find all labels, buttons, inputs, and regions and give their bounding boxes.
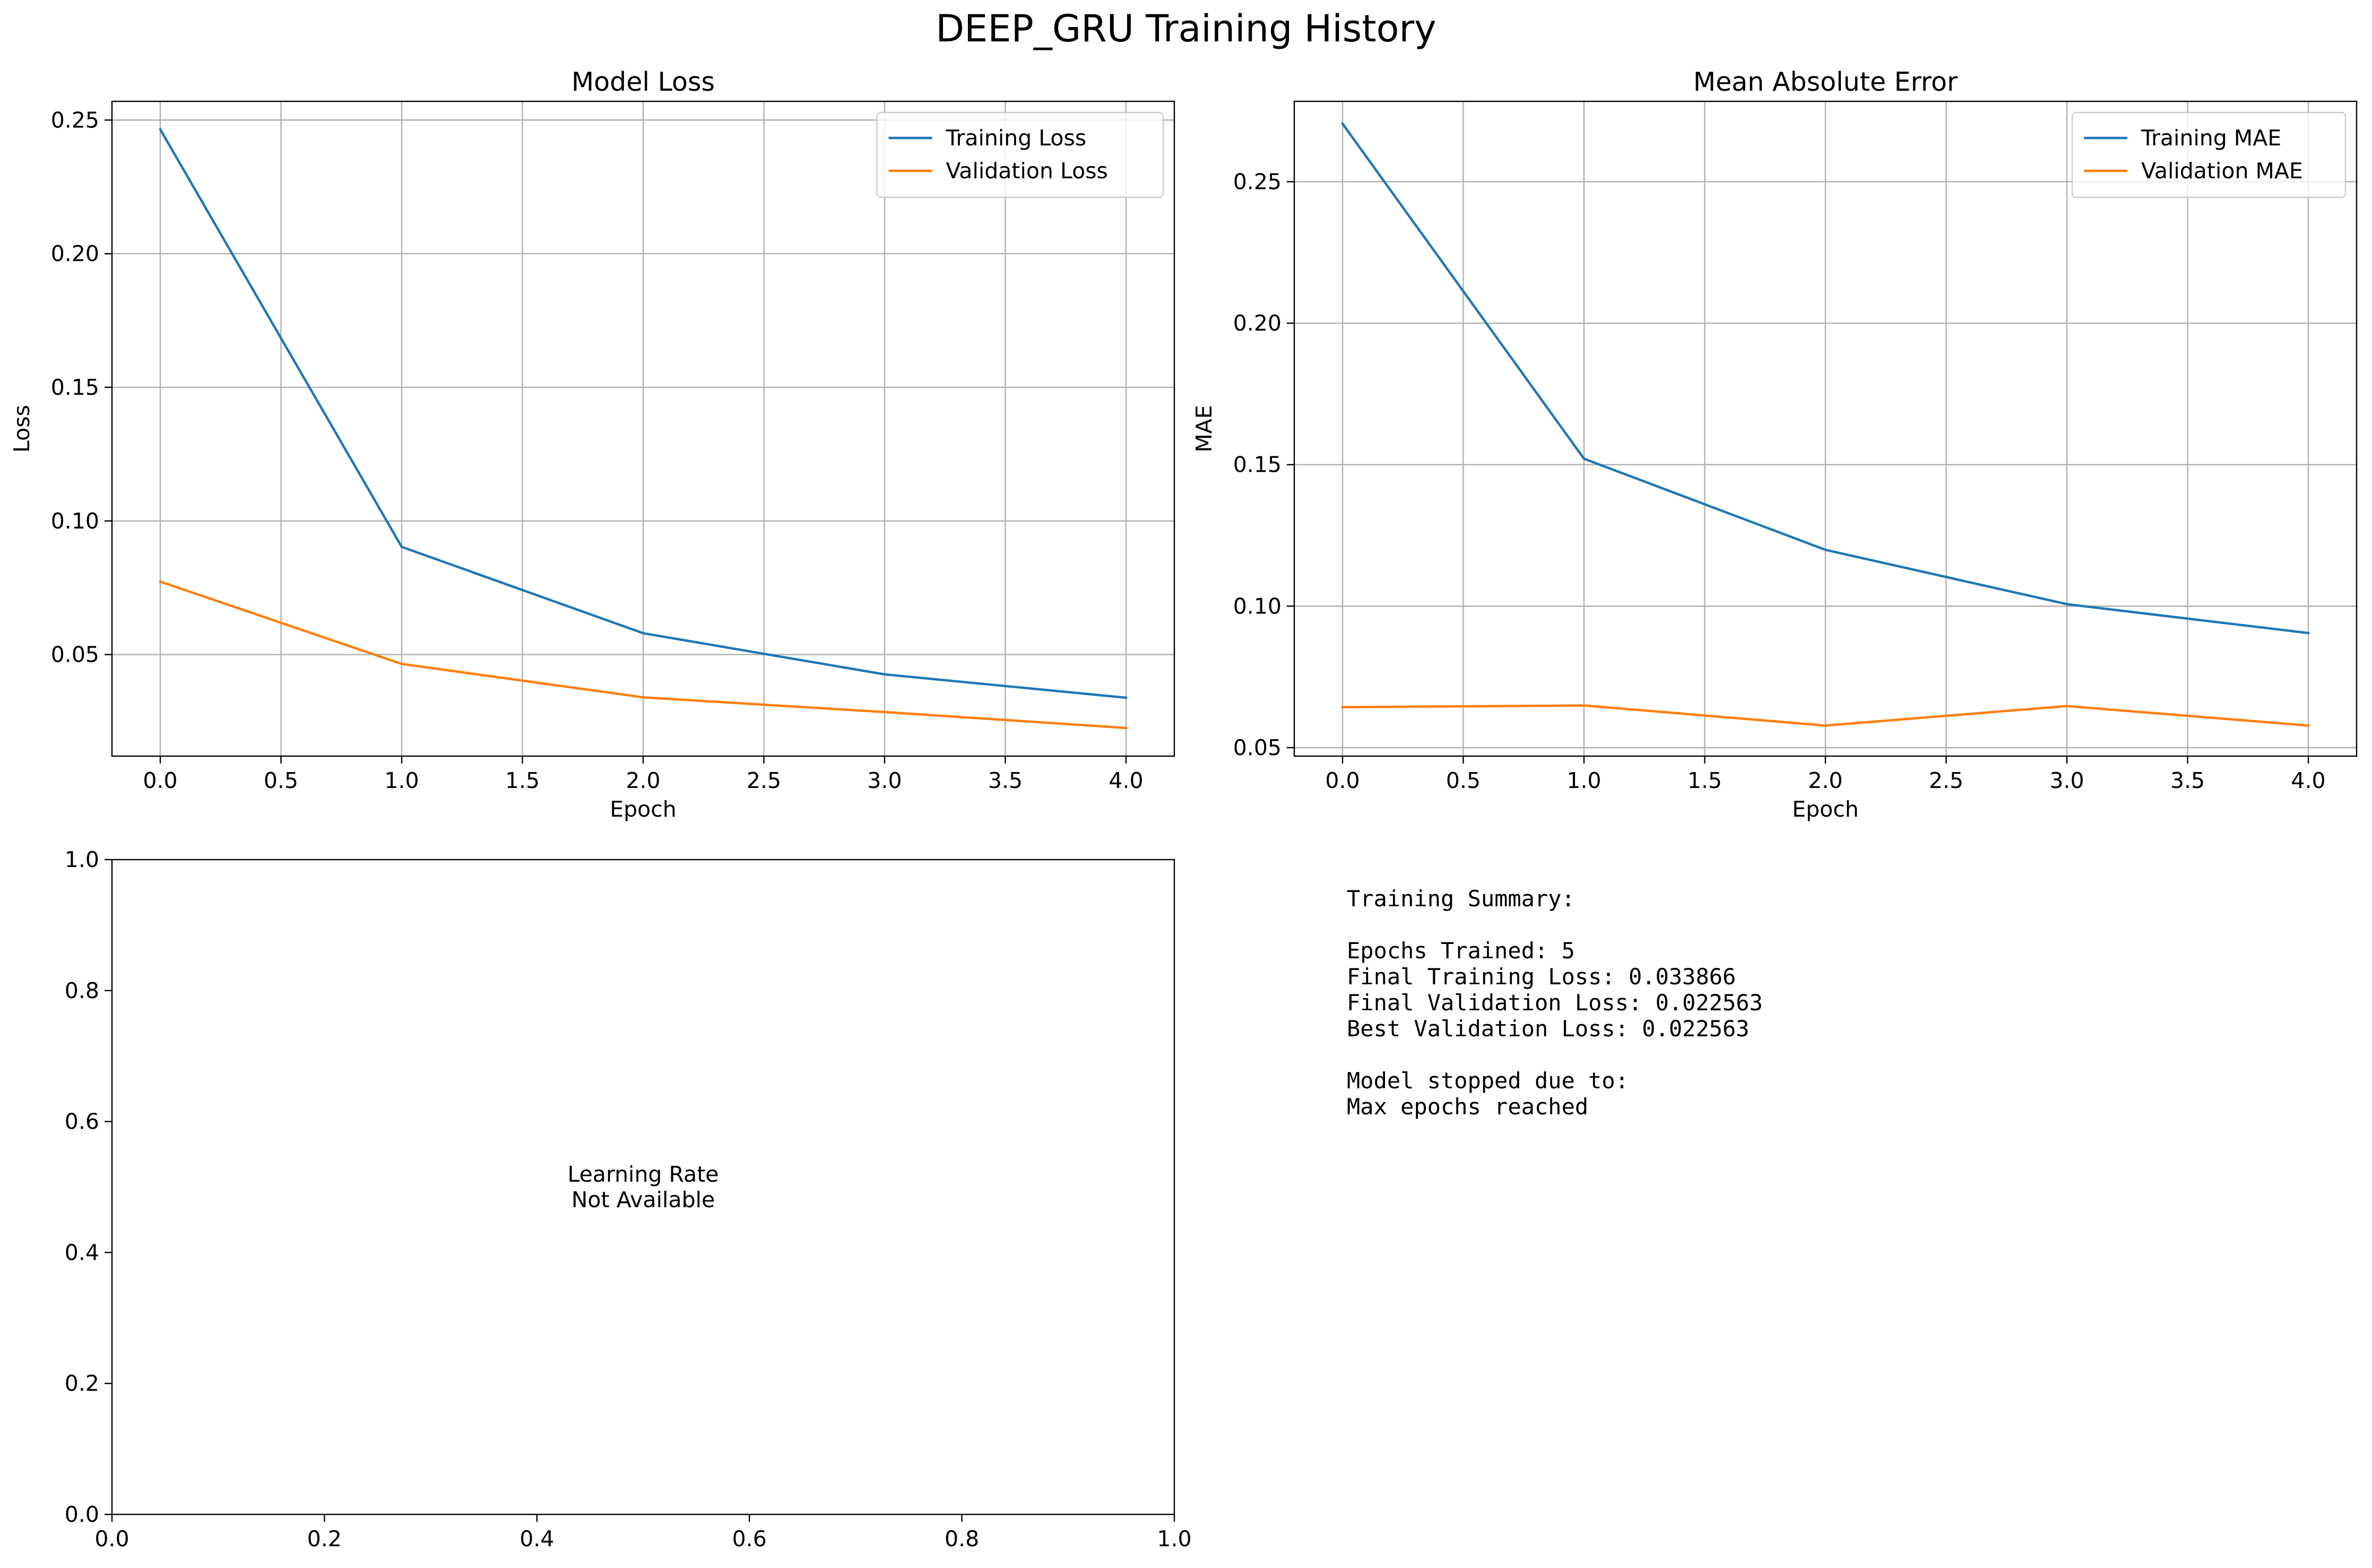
lr-y-tick-label: 0.2 <box>65 1371 99 1396</box>
lr-annotation-line: Learning Rate <box>567 1162 718 1187</box>
mae-legend-label: Validation MAE <box>2141 158 2303 184</box>
lr-chart: 0.0 0.2 0.4 0.6 0.8 1.0 0.0 0.2 0.4 0.6 0.8 1.0 Lear… <box>65 847 1192 1552</box>
mae-x-tick-label: 0.5 <box>1446 768 1481 793</box>
loss-legend-label: Training Loss <box>946 125 1087 151</box>
mae-y-tick-label: 0.15 <box>1233 452 1282 478</box>
loss-y-tick-label: 0.25 <box>51 107 99 133</box>
mae-series-line-validation <box>1341 704 2310 727</box>
loss-x-tick-label: 0.5 <box>264 768 298 793</box>
mae-x-tick-label: 4.0 <box>2291 768 2325 793</box>
lr-axes-frame <box>111 859 1175 1515</box>
mae-legend-label: Training MAE <box>2141 125 2281 151</box>
figure-title: DEEP_GRU Training History <box>936 7 1436 50</box>
loss-series-line-validation <box>159 580 1128 730</box>
mae-legend: Training MAE Validation MAE <box>2071 111 2347 198</box>
mae-x-tick-label: 3.5 <box>2170 768 2205 793</box>
mae-y-axis-label: MAE <box>1191 405 1217 452</box>
loss-x-tick-label: 3.5 <box>988 768 1023 793</box>
mae-chart-title: Mean Absolute Error <box>1693 67 1958 97</box>
loss-x-axis-label: Epoch <box>610 796 677 822</box>
mae-x-tick-label: 0.0 <box>1325 768 1360 793</box>
mae-x-tick-label: 1.0 <box>1566 768 1601 793</box>
loss-legend-label: Validation Loss <box>946 158 1108 184</box>
loss-x-tick-label: 2.0 <box>626 768 660 793</box>
loss-chart: 0.0 0.5 1.0 1.5 2.0 2.5 3.0 3.5 4.0 0.05 0.10 0.15 0… <box>9 67 1175 822</box>
lr-y-tick-label: 0.0 <box>65 1502 99 1527</box>
mae-x-tick-label: 2.0 <box>1808 768 1842 793</box>
lr-y-tick-label: 0.4 <box>65 1240 99 1265</box>
loss-x-tick-label: 4.0 <box>1109 768 1143 793</box>
mae-y-tick-label: 0.25 <box>1233 169 1282 194</box>
loss-legend-box <box>876 111 1164 198</box>
mae-chart: 0.0 0.5 1.0 1.5 2.0 2.5 3.0 3.5 4.0 0.05 0.10 0.15 0… <box>1191 67 2358 822</box>
lr-x-tick-label: 0.6 <box>732 1526 767 1552</box>
training-summary: Training Summary: Epochs Trained: 5 Fina… <box>1347 886 1763 1120</box>
mae-series-line-training <box>1340 122 2310 635</box>
lr-x-tick-label: 0.4 <box>520 1526 554 1552</box>
mae-legend-box <box>2071 111 2347 198</box>
mae-x-tick-label: 2.5 <box>1929 768 1963 793</box>
mae-y-tick-label: 0.20 <box>1233 310 1282 336</box>
mae-x-tick-label: 3.0 <box>2049 768 2084 793</box>
mae-x-tick-label: 1.5 <box>1687 768 1722 793</box>
lr-y-tick-label: 0.6 <box>65 1109 99 1134</box>
lr-x-tick-label: 0.0 <box>94 1526 129 1552</box>
loss-x-tick-label: 1.0 <box>384 768 419 793</box>
lr-annotation-line: Not Available <box>572 1187 715 1212</box>
loss-y-tick-label: 0.20 <box>51 241 99 266</box>
loss-y-axis-label: Loss <box>9 405 34 453</box>
lr-y-tick-label: 0.8 <box>65 978 99 1003</box>
loss-x-tick-label: 2.5 <box>747 768 781 793</box>
mae-y-tick-label: 0.10 <box>1233 593 1282 619</box>
loss-x-tick-label: 3.0 <box>867 768 902 793</box>
loss-series-line-training <box>158 127 1128 699</box>
lr-y-tick-label: 1.0 <box>65 847 99 872</box>
lr-x-tick-label: 0.2 <box>307 1526 342 1552</box>
loss-y-tick-label: 0.10 <box>51 508 99 534</box>
loss-y-tick-label: 0.15 <box>51 375 99 400</box>
loss-x-tick-label: 1.5 <box>505 768 540 793</box>
loss-legend: Training Loss Validation Loss <box>876 111 1164 198</box>
mae-x-axis-label: Epoch <box>1792 796 1859 822</box>
loss-chart-title: Model Loss <box>572 67 715 97</box>
mae-y-tick-label: 0.05 <box>1233 735 1282 760</box>
lr-x-tick-label: 0.8 <box>945 1526 979 1552</box>
loss-x-tick-label: 0.0 <box>143 768 177 793</box>
loss-y-tick-label: 0.05 <box>51 642 99 668</box>
lr-x-tick-label: 1.0 <box>1157 1526 1191 1552</box>
